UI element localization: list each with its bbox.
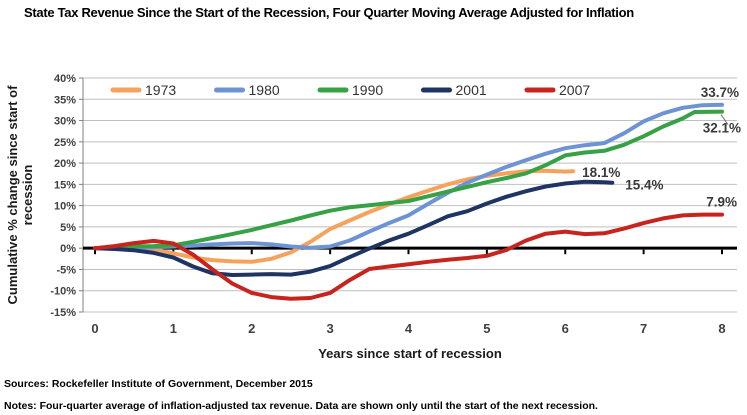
y-axis-title-line1: Cumulative % change since start of [5, 85, 20, 305]
legend-label-2001: 2001 [456, 82, 487, 98]
series-line-2001 [93, 179, 615, 277]
end-label-1973: 18.1% [582, 165, 620, 180]
y-axis: 40% 35% 30% 25% 20% 15% 10% 5% 0% -5% -10% -15% [50, 73, 84, 319]
x-tick-label: 8 [718, 321, 725, 336]
chart-title: State Tax Revenue Since the Start of the… [24, 5, 634, 20]
legend-item-2007: 2007 [524, 82, 590, 98]
series-line-2007 [93, 212, 724, 301]
x-tick-label: 3 [327, 321, 334, 336]
legend-item-2001: 2001 [421, 82, 487, 98]
y-tick-label: -10% [50, 286, 76, 298]
series-line-1980 [93, 102, 724, 251]
legend-label-1973: 1973 [145, 82, 176, 98]
x-tick-label: 1 [170, 321, 177, 336]
x-axis-title: Years since start of recession [318, 346, 502, 361]
x-axis: 0 1 2 3 4 5 6 7 8 [91, 321, 725, 336]
x-tick-label: 0 [91, 321, 98, 336]
end-label-1990: 32.1% [703, 121, 741, 136]
sources-note: Sources: Rockefeller Institute of Govern… [4, 378, 313, 390]
methodology-note: Notes: Four-quarter average of inflation… [4, 400, 598, 412]
label-leader-line [720, 114, 729, 125]
y-tick-label: 30% [54, 116, 76, 128]
x-tick-label: 2 [248, 321, 255, 336]
x-tick-label: 7 [640, 321, 647, 336]
x-tick-label: 5 [483, 321, 490, 336]
y-tick-label: 35% [54, 94, 76, 106]
legend-label-1990: 1990 [352, 82, 383, 98]
legend-item-1980: 1980 [214, 82, 280, 98]
y-tick-label: -15% [50, 307, 76, 319]
y-tick-label: 5% [60, 222, 76, 234]
y-tick-label: 25% [54, 137, 76, 149]
series-lines [93, 102, 724, 301]
series-line-1990 [93, 109, 724, 251]
y-tick-label: 10% [54, 201, 76, 213]
end-label-2001: 15.4% [625, 178, 663, 193]
y-axis-title-line2: recession [20, 165, 35, 226]
legend-label-1980: 1980 [249, 82, 280, 98]
y-tick-label: -5% [56, 264, 76, 276]
end-label-2007: 7.9% [706, 195, 737, 210]
y-axis-title: Cumulative % change since start ofrecess… [5, 85, 35, 305]
x-tick-label: 6 [562, 321, 569, 336]
legend-label-2007: 2007 [559, 82, 590, 98]
series-line-1973 [93, 168, 576, 264]
legend-item-1973: 1973 [110, 82, 176, 98]
legend-item-1990: 1990 [317, 82, 383, 98]
legend: 1973 1980 1990 2001 2007 [110, 82, 590, 98]
end-label-1980: 33.7% [701, 85, 739, 100]
y-tick-label: 40% [54, 73, 76, 85]
y-tick-label: 0% [60, 243, 76, 255]
y-tick-label: 15% [54, 179, 76, 191]
x-tick-label: 4 [405, 321, 413, 336]
y-tick-label: 20% [54, 158, 76, 170]
end-labels: 18.1% 33.7% 32.1% 15.4% 7.9% [582, 85, 741, 210]
